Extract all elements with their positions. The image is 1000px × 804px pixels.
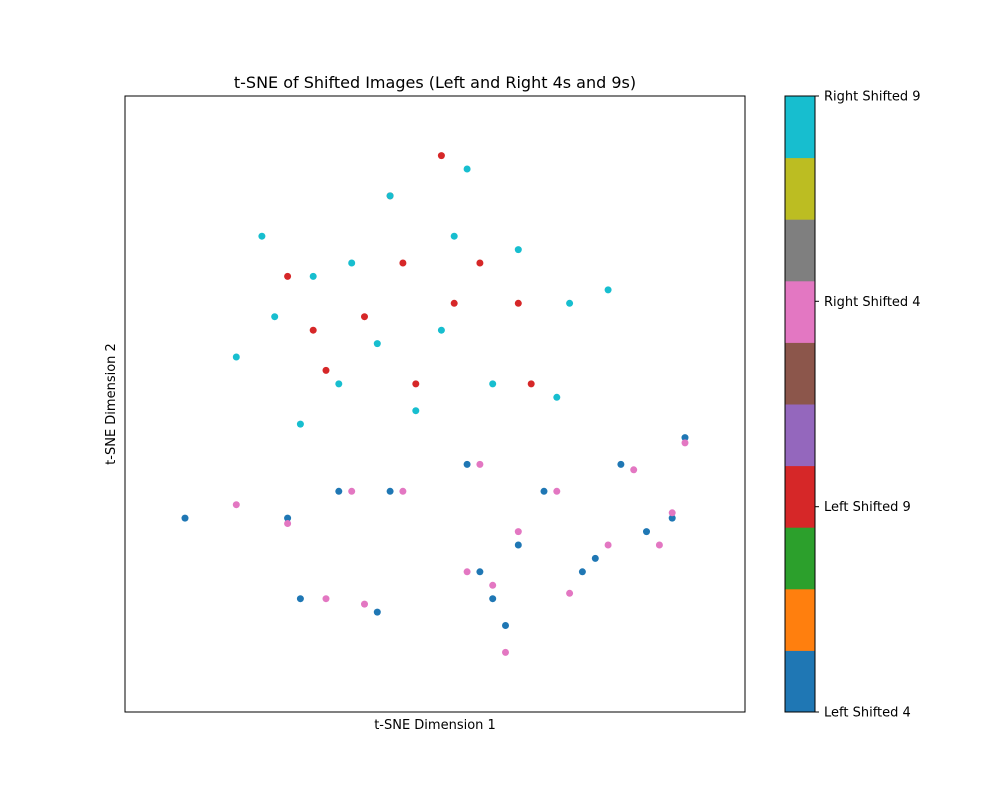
point-left-shifted-4-12 [591,554,599,562]
point-left-shifted-4-10 [668,514,676,522]
point-right-shifted-9-12 [271,313,279,321]
chart-title: t-SNE of Shifted Images (Left and Right … [234,73,636,92]
colorbar-segment-9 [785,96,815,159]
colorbar: Left Shifted 4 Left Shifted 9 Right Shifte… [784,90,921,721]
colorbar-segment-1 [785,588,815,651]
point-left-shifted-4-15 [578,568,586,576]
point-left-shifted-9-7 [361,313,368,321]
point-right-shifted-9-6 [335,380,343,388]
point-right-shifted-4-6 [514,528,522,536]
point-left-shifted-4-17 [373,608,381,616]
point-right-shifted-4-4 [284,520,292,527]
colorbar-tick-label-2: Right Shifted 4 [824,295,921,310]
point-left-shifted-4-5 [181,514,189,522]
y-axis-label: t-SNE Dimension 2 [104,343,119,465]
colorbar-tick-label-3: Right Shifted 9 [824,90,921,105]
point-right-shifted-4-11 [655,541,663,549]
point-right-shifted-4-1 [476,460,484,468]
point-right-shifted-9-13 [604,286,612,294]
x-axis-label: t-SNE Dimension 1 [374,718,496,733]
point-right-shifted-9-3 [463,165,471,173]
colorbar-segment-4 [785,404,815,467]
point-right-shifted-9-8 [489,380,497,388]
plot-area-frame [124,95,746,713]
point-left-shifted-4-14 [681,434,689,442]
point-left-shifted-9-10 [476,259,484,267]
point-left-shifted-4-1 [463,460,471,468]
point-right-shifted-9-4 [514,246,522,254]
colorbar-segment-8 [785,157,815,220]
point-left-shifted-4-7 [476,568,484,576]
point-right-shifted-4-5 [232,501,240,509]
point-right-shifted-4-14 [681,439,689,447]
colorbar-segment-0 [785,650,815,713]
point-right-shifted-4-17 [361,600,368,608]
point-right-shifted-9-17 [296,420,304,428]
point-left-shifted-4-2 [386,487,394,495]
point-right-shifted-9-15 [450,232,458,240]
point-right-shifted-9-1 [309,272,317,280]
point-right-shifted-4-0 [553,487,561,495]
point-left-shifted-4-11 [643,528,650,536]
point-right-shifted-4-9 [322,595,330,603]
colorbar-segment-3 [785,465,815,528]
point-left-shifted-9-6 [527,380,535,388]
point-left-shifted-9-0 [437,152,445,160]
point-left-shifted-9-5 [284,272,292,280]
colorbar-frame [784,95,816,713]
colorbar-segment-7 [785,219,815,282]
point-left-shifted-9-3 [412,380,420,388]
colorbar-tick-label-0: Left Shifted 4 [824,706,911,721]
point-right-shifted-9-0 [232,353,240,361]
point-left-shifted-4-13 [617,460,625,468]
colorbar-tick-label-1: Left Shifted 9 [824,500,911,515]
point-left-shifted-4-4 [284,514,292,522]
point-right-shifted-4-16 [489,581,497,589]
point-right-shifted-4-15 [566,589,574,597]
point-left-shifted-4-16 [489,595,497,603]
colorbar-segment-2 [785,527,815,590]
point-left-shifted-4-8 [502,622,509,629]
points-layer [181,152,689,656]
point-left-shifted-9-11 [399,259,407,267]
point-right-shifted-4-10 [668,509,676,517]
point-right-shifted-4-3 [348,487,356,495]
point-right-shifted-9-11 [553,393,561,401]
point-right-shifted-9-9 [412,407,420,415]
point-left-shifted-4-0 [540,487,548,495]
point-left-shifted-4-9 [296,595,304,603]
point-left-shifted-9-9 [322,366,330,374]
point-right-shifted-9-10 [258,232,266,240]
point-right-shifted-4-2 [399,487,407,495]
point-left-shifted-9-8 [450,299,458,307]
point-right-shifted-9-14 [348,259,356,267]
colorbar-segment-5 [785,342,815,405]
point-left-shifted-9-2 [309,326,317,334]
colorbar-segment-6 [785,280,815,343]
point-right-shifted-9-5 [566,299,574,307]
point-left-shifted-9-4 [514,299,522,307]
point-right-shifted-4-12 [604,541,612,549]
point-left-shifted-4-3 [335,487,343,495]
point-right-shifted-4-8 [502,648,509,656]
point-right-shifted-9-2 [386,192,394,200]
point-left-shifted-4-6 [514,541,522,549]
point-right-shifted-9-7 [437,326,445,334]
point-right-shifted-4-7 [463,568,471,576]
point-right-shifted-9-16 [373,340,381,348]
point-right-shifted-4-13 [630,466,638,474]
